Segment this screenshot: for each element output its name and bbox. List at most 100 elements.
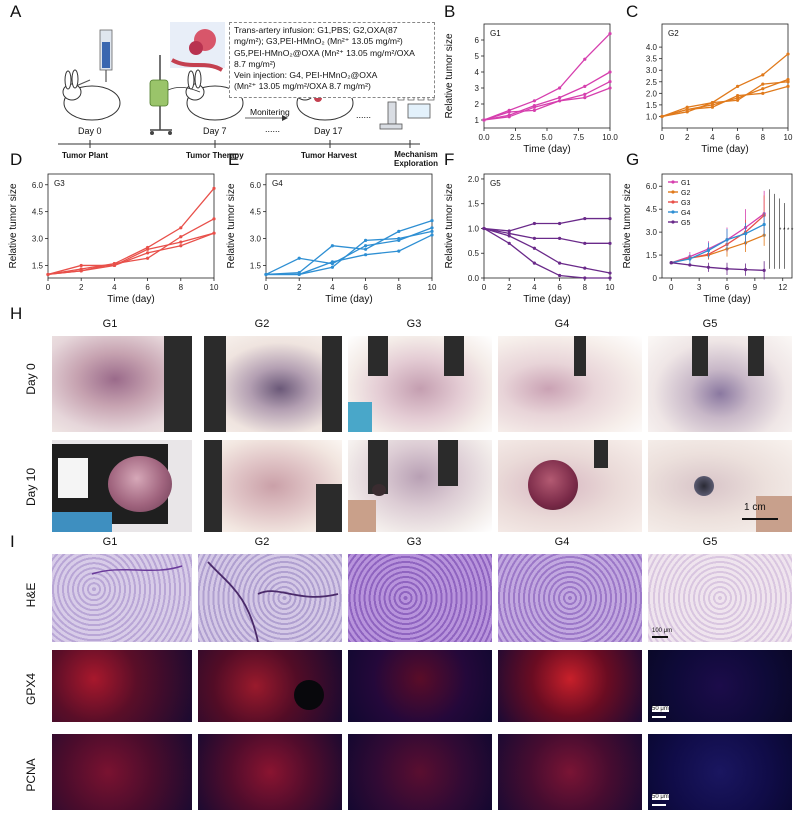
caliper-jaw: [164, 336, 192, 432]
caliper-jaw: [594, 440, 608, 468]
x-tick-label: 10: [784, 133, 793, 142]
row-label: PCNA: [24, 758, 38, 792]
chart-c: 0 2 4 6 8 10 1.0 1.5 2.0 2.5 3.0 3.5 4.0 Time (day) G2: [646, 23, 793, 155]
series-line: [265, 220, 433, 276]
series-line: [266, 234, 433, 276]
data-point: [79, 269, 83, 273]
panel-letter-a: A: [10, 2, 22, 21]
y-tick-label: 2.0: [468, 175, 480, 184]
group-label: G4: [554, 536, 570, 548]
row-label: Day 10: [24, 467, 38, 507]
data-point: [297, 256, 301, 260]
chart-f: 0 2 4 6 8 10 0.0 0.5 1.0 1.5 2.0 Time (day) Relative…: [444, 173, 615, 305]
data-point: [46, 272, 50, 277]
legend-label: G5: [681, 220, 690, 227]
x-tick-label: 6: [725, 283, 730, 292]
infusion-line: (Mn²⁺ 13.05 mg/m²/OXA 8.7 mg/m²): [234, 81, 371, 92]
y-axis-label: Relative tumor size: [622, 183, 633, 268]
y-tick-label: 4.5: [32, 208, 44, 217]
data-point: [736, 98, 740, 102]
infusion-line: 8.7 mg/m²): [234, 58, 276, 69]
data-point: [532, 105, 536, 109]
y-tick-label: 6.0: [250, 181, 262, 190]
y-axis-label: Relative tumor size: [444, 183, 455, 268]
legend-label: G1: [681, 180, 690, 187]
data-point: [507, 231, 511, 236]
tumor-photo: [648, 336, 792, 432]
series-line: [661, 85, 789, 118]
x-tick-label: 4: [330, 283, 335, 292]
liver-vessel-illustration: [170, 22, 225, 72]
chart-e: 0 2 4 6 8 10 1.5 3.0 4.5 6.0 Time (day) Relative tu…: [226, 173, 437, 305]
legend-label: G3: [681, 200, 690, 207]
chart-title: G4: [272, 179, 283, 188]
data-point: [507, 110, 511, 114]
x-tick-label: 0: [660, 133, 665, 142]
infusion-line: mg/m²); G3,PEI-HMnO₂ (Mn²⁺ 13.05 mg/m²): [234, 36, 403, 47]
data-point: [364, 238, 368, 242]
x-tick-label: 2.5: [510, 133, 522, 142]
data-point: [583, 57, 587, 61]
x-tick-label: 2: [79, 283, 84, 292]
y-tick-label: 5: [475, 52, 480, 61]
panel-letter-d: D: [10, 150, 23, 169]
y-axis-label: Relative tumor size: [226, 183, 237, 268]
x-tick-label: 0: [482, 283, 487, 292]
data-point: [297, 272, 301, 277]
group-label: G2: [254, 318, 270, 330]
x-tick-label: 2: [507, 283, 512, 292]
data-point: [212, 186, 216, 190]
stage-label: Tumor Plant: [62, 151, 109, 160]
x-tick-label: 6: [145, 283, 150, 292]
row-label: Day 0: [24, 363, 38, 395]
tumor-photo: [52, 336, 192, 432]
data-point: [786, 80, 790, 84]
x-tick-label: 10: [606, 283, 615, 292]
series-line: [483, 227, 610, 279]
panel-letter-g: G: [626, 150, 640, 169]
data-point: [507, 241, 511, 245]
y-tick-label: 1: [475, 116, 480, 125]
group-label: G1: [102, 536, 118, 548]
y-tick-label: 3.0: [646, 66, 658, 75]
tumor-photo: [52, 440, 192, 532]
chart-d: 0 2 4 6 8 10 1.5 3.0 4.5 6.0 Time (day) Relative tu…: [8, 173, 219, 305]
glove: [348, 500, 376, 532]
glove: [52, 512, 112, 532]
data-point: [330, 244, 334, 248]
caliper-jaw: [692, 336, 708, 376]
x-tick-label: 7.5: [573, 133, 585, 142]
series-line: [483, 33, 611, 121]
series-line: [265, 227, 433, 275]
legend-marker: [671, 200, 675, 204]
data-point: [146, 251, 150, 255]
chart-title: G3: [54, 179, 65, 188]
panel-letter-e: E: [228, 150, 240, 169]
plot-frame: [661, 23, 789, 129]
y-axis-label: Relative tumor size: [8, 183, 19, 268]
scale-bar-label: 1 cm: [744, 502, 766, 513]
data-point: [482, 118, 486, 122]
x-tick-label: 2: [297, 283, 302, 292]
data-point: [430, 229, 434, 233]
data-point: [761, 87, 765, 91]
pcna-stain-image: [52, 734, 192, 810]
y-tick-label: 6.0: [646, 182, 658, 191]
iv-stand-icon: [149, 55, 172, 135]
panel-letter-c: C: [626, 2, 639, 21]
group-label: G5: [702, 318, 718, 330]
x-axis-label: Time (day): [523, 294, 570, 305]
tumor-photo: [204, 440, 342, 532]
series-line: [483, 87, 611, 121]
y-tick-label: 2: [475, 100, 480, 109]
data-point: [558, 96, 562, 100]
data-point: [507, 115, 511, 119]
tumor: [372, 484, 386, 496]
data-point: [558, 99, 562, 103]
pcna-stain-image: [348, 734, 492, 810]
gpx4-stain-image: [348, 650, 492, 722]
data-point: [364, 253, 368, 257]
data-point: [736, 96, 740, 100]
y-tick-label: 1.5: [32, 261, 44, 270]
syringe-icon: [75, 29, 113, 87]
